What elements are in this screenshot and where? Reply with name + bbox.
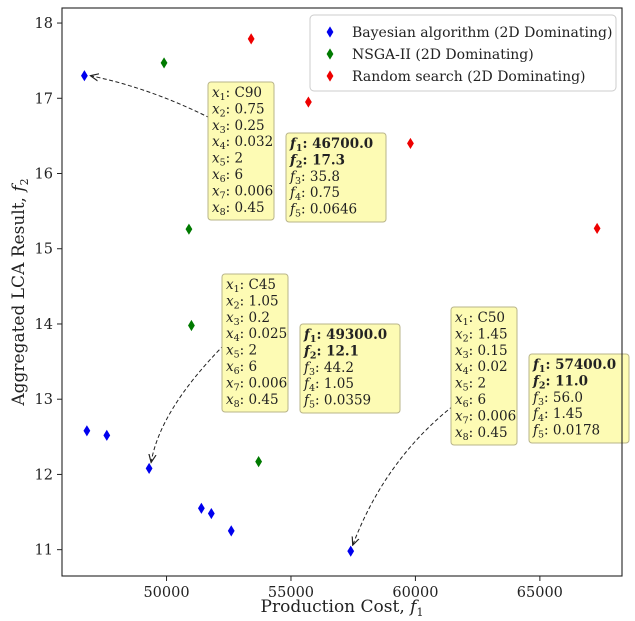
x-tick-label-3: 65000 xyxy=(517,585,563,601)
y-tick-label-0: 11 xyxy=(35,543,53,559)
point-series-2-2 xyxy=(407,137,414,150)
plot-frame xyxy=(61,7,623,577)
annotation-arrows xyxy=(90,76,454,545)
legend-marker-0 xyxy=(326,26,334,38)
y-tick-label-4: 15 xyxy=(35,242,53,258)
y-tick-label-7: 18 xyxy=(35,16,53,32)
annotation-param-2-6: x7: 0.006 xyxy=(455,408,516,426)
annotation-objectives-box-0 xyxy=(285,132,387,223)
y-tick-label-2: 13 xyxy=(35,392,53,408)
annotation-arrow-0 xyxy=(90,76,211,119)
annotation-param-1-3: x4: 0.025 xyxy=(226,326,287,344)
x-tick-label-2: 60000 xyxy=(392,585,438,601)
annotation-objective-1-0: f1: 49300.0 xyxy=(303,327,387,345)
annotation-objective-1-4: f5: 0.0359 xyxy=(303,393,371,411)
legend: Bayesian algorithm (2D Dominating) NSGA-I… xyxy=(309,14,617,92)
point-series-2-1 xyxy=(305,96,312,108)
legend-label-2: Random search (2D Dominating) xyxy=(352,69,586,85)
annotation-params-box-2 xyxy=(450,306,518,446)
annotation-objective-0-1: f2: 17.3 xyxy=(289,152,345,170)
annotation-objective-0-4: f5: 0.0646 xyxy=(289,202,357,220)
data-points xyxy=(81,33,601,557)
annotation-objective-1-3: f4: 1.05 xyxy=(303,376,354,394)
point-series-0-6 xyxy=(227,525,235,537)
annotation-objectives-box-1 xyxy=(299,323,401,414)
x-tick-label-1: 55000 xyxy=(268,585,314,601)
annotation-param-1-6: x7: 0.006 xyxy=(226,375,287,393)
annotation-param-0-5: x6: 6 xyxy=(212,167,243,185)
annotation-param-2-2: x3: 0.15 xyxy=(455,343,508,361)
annotation-param-2-0: x1: C50 xyxy=(455,310,505,328)
point-series-0-0 xyxy=(81,70,88,82)
point-series-0-4 xyxy=(197,502,205,514)
annotation-param-0-0: x1: C90 xyxy=(212,85,262,103)
annotation-objective-0-0: f1: 46700.0 xyxy=(289,136,373,154)
annotation-param-0-4: x5: 2 xyxy=(212,151,243,169)
annotation-objective-0-2: f3: 35.8 xyxy=(289,169,340,187)
point-series-2-0 xyxy=(247,33,255,45)
y-tick-label-6: 17 xyxy=(35,91,53,107)
y-tick-label-5: 16 xyxy=(35,167,53,183)
point-series-0-1 xyxy=(83,425,91,437)
y-axis-label: Aggregated LCA Result, f2 xyxy=(9,178,31,406)
annotation-objectives-box-2 xyxy=(528,353,630,444)
annotation-param-1-4: x5: 2 xyxy=(226,343,257,361)
annotation-param-1-2: x3: 0.2 xyxy=(226,310,270,328)
point-series-1-1 xyxy=(185,223,193,235)
annotation-param-1-5: x6: 6 xyxy=(226,359,257,377)
legend-label-1: NSGA-II (2D Dominating) xyxy=(352,47,534,63)
annotation-param-0-2: x3: 0.25 xyxy=(212,118,265,136)
annotation-objective-2-4: f5: 0.0178 xyxy=(532,423,600,441)
annotation-param-2-7: x8: 0.45 xyxy=(455,425,508,443)
annotation-objective-0-3: f4: 0.75 xyxy=(289,185,340,203)
legend-box xyxy=(309,14,617,92)
legend-marker-1 xyxy=(326,48,334,60)
annotation-objective-1-2: f3: 44.2 xyxy=(303,360,354,378)
annotation-objective-2-3: f4: 1.45 xyxy=(532,406,583,424)
annotation-objective-2-1: f2: 11.0 xyxy=(532,373,588,391)
x-axis-label: Production Cost, f1 xyxy=(261,597,424,619)
point-series-0-5 xyxy=(207,507,215,520)
legend-label-0: Bayesian algorithm (2D Dominating) xyxy=(352,25,612,41)
point-series-2-3 xyxy=(593,222,601,235)
y-tick-label-1: 12 xyxy=(35,467,53,483)
annotation-param-0-3: x4: 0.032 xyxy=(212,134,273,152)
point-series-0-3 xyxy=(145,462,153,475)
annotation-objective-2-2: f3: 56.0 xyxy=(532,390,583,408)
annotation-params-box-0 xyxy=(207,81,275,221)
annotation-param-0-1: x2: 0.75 xyxy=(212,101,265,119)
point-series-0-2 xyxy=(103,429,111,441)
x-tick-label-0: 50000 xyxy=(143,585,189,601)
annotation-params-box-1 xyxy=(221,273,289,413)
annotation-param-0-6: x7: 0.006 xyxy=(212,183,273,201)
annotation-arrow-1 xyxy=(151,344,225,462)
point-series-1-0 xyxy=(160,57,168,69)
annotation-objective-1-1: f2: 12.1 xyxy=(303,343,359,361)
annotation-param-1-7: x8: 0.45 xyxy=(226,392,279,410)
point-series-0-7 xyxy=(347,545,355,557)
annotation-param-1-0: x1: C45 xyxy=(226,277,276,295)
annotation-param-1-1: x2: 1.05 xyxy=(226,293,279,311)
legend-marker-2 xyxy=(326,70,334,82)
annotation-param-2-1: x2: 1.45 xyxy=(455,326,508,344)
annotation-param-0-7: x8: 0.45 xyxy=(212,200,265,218)
annotation-objective-2-0: f1: 57400.0 xyxy=(532,357,616,375)
y-tick-label-3: 14 xyxy=(35,317,53,333)
annotation-arrow-2 xyxy=(353,405,454,545)
point-series-1-2 xyxy=(188,319,195,332)
annotation-param-2-4: x5: 2 xyxy=(455,376,486,394)
annotation-param-2-5: x6: 6 xyxy=(455,392,486,410)
annotation-param-2-3: x4: 0.02 xyxy=(455,359,508,377)
point-series-1-3 xyxy=(255,456,263,468)
axes: 50000 55000 60000 65000 11 12 13 14 15 16 17 18 Prod… xyxy=(9,7,623,619)
